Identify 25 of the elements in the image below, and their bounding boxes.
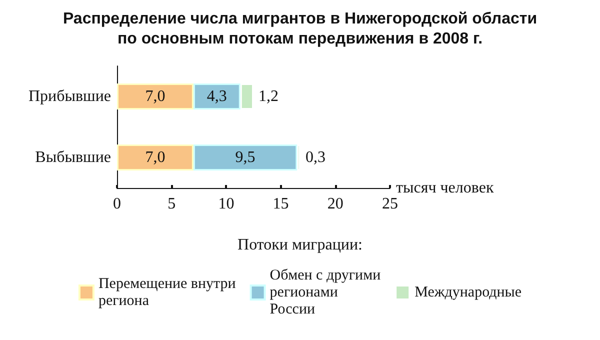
- bar: [193, 84, 240, 110]
- x-tick-label: 25: [382, 196, 398, 212]
- legend-label: Обмен с другими регионами России: [270, 268, 381, 318]
- data-label: 1,2: [258, 88, 278, 105]
- data-label: 4,3: [206, 88, 227, 105]
- data-label: 0,3: [305, 149, 326, 166]
- x-tick-label: 20: [327, 196, 344, 212]
- bar: [193, 144, 298, 170]
- x-tick-label: 5: [168, 196, 176, 212]
- data-label: 7,0: [145, 88, 166, 105]
- data-label: 9,5: [235, 149, 256, 166]
- data-label: 7,0: [145, 149, 166, 166]
- legend-label: Международные: [414, 284, 522, 300]
- bar: [117, 144, 194, 170]
- x-tick-label: 0: [113, 196, 121, 212]
- x-tick-label: 15: [272, 196, 289, 212]
- x-axis-title: тысяч человек: [396, 180, 494, 196]
- y-tick-label: Прибывшие: [28, 88, 111, 105]
- legend-label: Перемещение внутри региона: [98, 276, 236, 309]
- bar: [117, 84, 194, 110]
- y-tick-label: Выбывшие: [35, 149, 111, 166]
- legend-title: Потоки миграции:: [238, 236, 362, 254]
- x-tick-label: 10: [218, 196, 234, 212]
- bar: [240, 84, 254, 110]
- chart-title: Распределение числа мигрантов в Нижегородской области по основным потокам передвижения в 2008 г.: [62, 10, 538, 48]
